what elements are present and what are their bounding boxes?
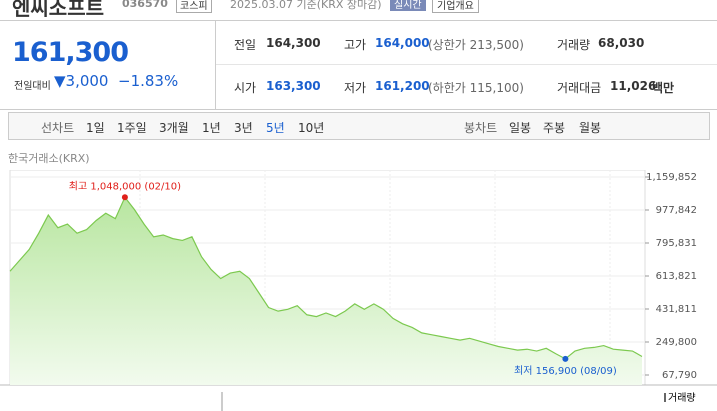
tab[interactable]: 주봉 [543, 121, 566, 135]
divider [215, 21, 216, 109]
y-tick-label: 431,811 [656, 304, 697, 315]
high-label: 최고 1,048,000 (02/10) [69, 180, 181, 192]
high-point [121, 194, 128, 201]
quote-box: 161,300 전일대비 ▼3,000 −1.83% 전일 164,300 고가… [0, 20, 717, 110]
y-tick-label: 1,159,852 [646, 172, 697, 183]
stat-value: 163,300 [266, 79, 321, 93]
tab[interactable]: 10년 [298, 121, 325, 135]
y-tick-label: 249,800 [656, 337, 697, 348]
y-tick-label: 67,790 [662, 370, 697, 381]
area [10, 197, 642, 385]
realtime-button[interactable]: 실시간 [390, 0, 426, 11]
tab-group-label: 선차트 [41, 121, 75, 135]
change-rate: −1.83% [118, 72, 179, 90]
y-tick-label: 977,842 [656, 205, 697, 216]
y-tick-label: 795,831 [656, 238, 697, 249]
stock-name: 엔씨소프트 [12, 0, 104, 20]
market-badge: 코스피 [176, 0, 212, 13]
tab-bar: 선차트 봉차트 1일 1주일 3개월 1년 3년 5년 10년 일봉 주봉 월봉 [8, 112, 710, 140]
date: 2025.03.07 기준(KRX 장마감) [230, 0, 382, 11]
stat-label: 시가 [234, 81, 257, 95]
tab[interactable]: 5년 [266, 121, 285, 135]
divider [216, 64, 717, 65]
volume-label: 거래량 [668, 392, 696, 404]
tab[interactable]: 1주일 [117, 121, 147, 135]
y-tick-label: 613,821 [656, 271, 697, 282]
stat-value: 164,300 [266, 36, 321, 50]
tab[interactable]: 일봉 [509, 121, 532, 135]
tab[interactable]: 1년 [202, 121, 221, 135]
stat-note: (하한가 115,100) [428, 81, 524, 95]
change-label: 전일대비 [14, 81, 51, 92]
stat-label: 전일 [234, 38, 257, 52]
volume-icon [664, 393, 666, 402]
price: 161,300 [12, 37, 129, 68]
stock-code: 036570 [122, 0, 168, 10]
change: ▼3,000 [54, 72, 109, 90]
tab[interactable]: 3개월 [159, 121, 189, 135]
stat-unit: 백만 [652, 81, 675, 95]
company-info-button[interactable]: 기업개요 [432, 0, 479, 13]
tab-group-label: 봉차트 [464, 121, 498, 135]
tab[interactable]: 3년 [234, 121, 253, 135]
tab[interactable]: 월봉 [579, 121, 602, 135]
stat-value: 161,200 [375, 79, 430, 93]
stat-label: 거래대금 [557, 81, 602, 95]
stat-label: 저가 [344, 81, 367, 95]
stat-value: 11,026 [610, 79, 657, 93]
low-label: 최저 156,900 (08/09) [514, 365, 617, 377]
stat-value: 68,030 [598, 36, 645, 50]
low-point [562, 355, 569, 362]
price-line [9, 196, 643, 360]
stat-value: 164,000 [375, 36, 430, 50]
stat-label: 거래량 [557, 38, 591, 52]
chart-source: 한국거래소(KRX) [8, 152, 90, 165]
chart: 거래량 1,159,852 977,842 795,831 613,821 431,81… [0, 170, 717, 411]
tab[interactable]: 1일 [86, 121, 105, 135]
stat-label: 고가 [344, 38, 367, 52]
stat-note: (상한가 213,500) [428, 38, 524, 52]
